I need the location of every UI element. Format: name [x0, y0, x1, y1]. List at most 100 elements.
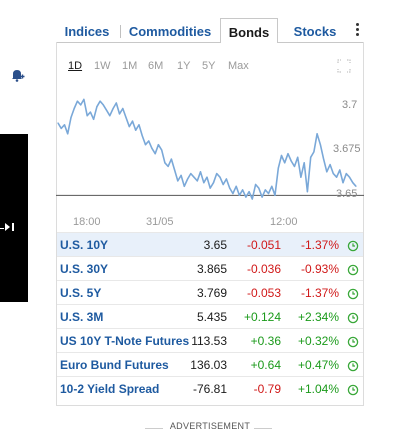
bond-name[interactable]: U.S. 5Y [60, 286, 102, 300]
tab-stocks[interactable]: Stocks [293, 24, 337, 39]
data-point [290, 160, 292, 162]
range-1m[interactable]: 1M [122, 60, 138, 72]
range-max[interactable]: Max [228, 60, 249, 72]
data-point [76, 100, 78, 102]
skip-forward-icon[interactable] [0, 220, 20, 237]
data-point [336, 176, 338, 178]
range-6m[interactable]: 6M [148, 60, 164, 72]
data-point [342, 182, 344, 184]
range-1d[interactable]: 1D [68, 60, 83, 72]
clock-icon [347, 383, 359, 396]
data-point [248, 191, 250, 193]
data-point [355, 185, 357, 187]
bond-name[interactable]: 10-2 Yield Spread [60, 382, 160, 396]
data-point [138, 124, 140, 126]
bond-name[interactable]: US 10Y T-Note Futures [60, 334, 190, 348]
data-point [303, 162, 305, 164]
data-point [255, 183, 257, 186]
data-point [326, 171, 328, 173]
tabs-divider [278, 42, 364, 43]
bond-name[interactable]: U.S. 10Y [60, 238, 109, 252]
bond-last-value: 136.03 [190, 358, 227, 372]
data-point [148, 140, 150, 142]
x-tick-label: 31/05 [146, 216, 174, 228]
data-point [323, 158, 325, 160]
bond-percent-change: -1.37% [300, 238, 339, 252]
data-point [96, 106, 98, 108]
data-point [264, 189, 266, 191]
bond-name[interactable]: U.S. 3M [60, 310, 104, 324]
data-point [135, 129, 137, 131]
table-row[interactable]: Euro Bund Futures 136.03 +0.64 +0.47% [57, 352, 363, 376]
bonds-widget [56, 42, 364, 406]
data-point [80, 104, 82, 106]
bond-percent-change: +1.04% [297, 382, 339, 396]
bond-name[interactable]: U.S. 30Y [60, 262, 109, 276]
data-point [229, 187, 231, 189]
bell-plus-icon[interactable] [8, 66, 26, 84]
range-1y[interactable]: 1Y [177, 60, 191, 72]
data-point [157, 144, 159, 146]
bond-change: +0.36 [250, 334, 281, 348]
data-point [187, 178, 189, 180]
bond-percent-change: -0.93% [300, 262, 339, 276]
data-point [235, 185, 237, 187]
y-tick-label: 3.65 [336, 188, 358, 200]
data-point [106, 109, 108, 111]
table-row[interactable]: U.S. 5Y 3.769 -0.053 -1.37% [57, 280, 363, 304]
data-point [225, 178, 227, 180]
data-point [222, 183, 224, 186]
data-point [122, 107, 124, 110]
data-point [348, 176, 351, 178]
data-point [329, 164, 331, 166]
clock-icon [347, 287, 359, 300]
x-tick-label: 18:00 [73, 216, 101, 228]
fullscreen-icon[interactable] [337, 59, 351, 73]
data-point [183, 185, 185, 187]
table-row[interactable]: U.S. 3M 5.435 +0.124 +2.34% [57, 304, 363, 328]
bond-percent-change: +0.47% [297, 358, 339, 372]
data-point [277, 167, 279, 169]
bond-last-value: -76.81 [192, 382, 227, 396]
bond-change: -0.051 [246, 238, 281, 252]
data-point [203, 182, 205, 184]
bond-name[interactable]: Euro Bund Futures [60, 358, 169, 372]
data-point [212, 182, 215, 184]
range-1w[interactable]: 1W [94, 60, 111, 72]
tab-separator [120, 25, 121, 38]
data-point [199, 171, 202, 173]
bond-change: +0.64 [250, 358, 281, 372]
data-point [261, 196, 263, 198]
table-row[interactable]: 10-2 Yield Spread -76.81 -0.79 +1.04% [57, 376, 363, 400]
bond-last-value: 5.435 [196, 310, 227, 324]
data-point [99, 100, 101, 102]
table-row[interactable]: U.S. 10Y 3.65 -0.051 -1.37% [57, 232, 363, 256]
data-point [242, 189, 244, 191]
bond-last-value: 3.865 [196, 262, 227, 276]
tab-bonds[interactable]: Bonds [220, 18, 278, 43]
table-row[interactable]: US 10Y T-Note Futures 113.53 +0.36 +0.32% [57, 328, 363, 352]
y-tick-label: 3.675 [333, 143, 361, 155]
bond-last-value: 3.769 [196, 286, 227, 300]
data-point [102, 104, 104, 106]
data-point [319, 144, 321, 146]
bond-last-value: 113.53 [191, 334, 227, 348]
data-point [167, 165, 169, 167]
data-point [258, 187, 260, 189]
data-point [67, 133, 69, 135]
data-point [86, 115, 88, 117]
data-point [170, 158, 172, 160]
tab-commodities[interactable]: Commodities [128, 24, 212, 39]
kebab-menu-icon[interactable] [352, 22, 362, 40]
data-point [131, 120, 134, 122]
range-5y[interactable]: 5Y [202, 60, 216, 72]
data-point [73, 107, 75, 110]
data-point [151, 147, 153, 149]
chart-canvas [56, 98, 364, 200]
data-point [339, 169, 341, 171]
tab-indices[interactable]: Indices [64, 24, 110, 39]
bond-change: -0.79 [253, 382, 281, 396]
clock-icon [347, 359, 359, 372]
data-point [306, 191, 308, 193]
table-row[interactable]: U.S. 30Y 3.865 -0.036 -0.93% [57, 256, 363, 280]
